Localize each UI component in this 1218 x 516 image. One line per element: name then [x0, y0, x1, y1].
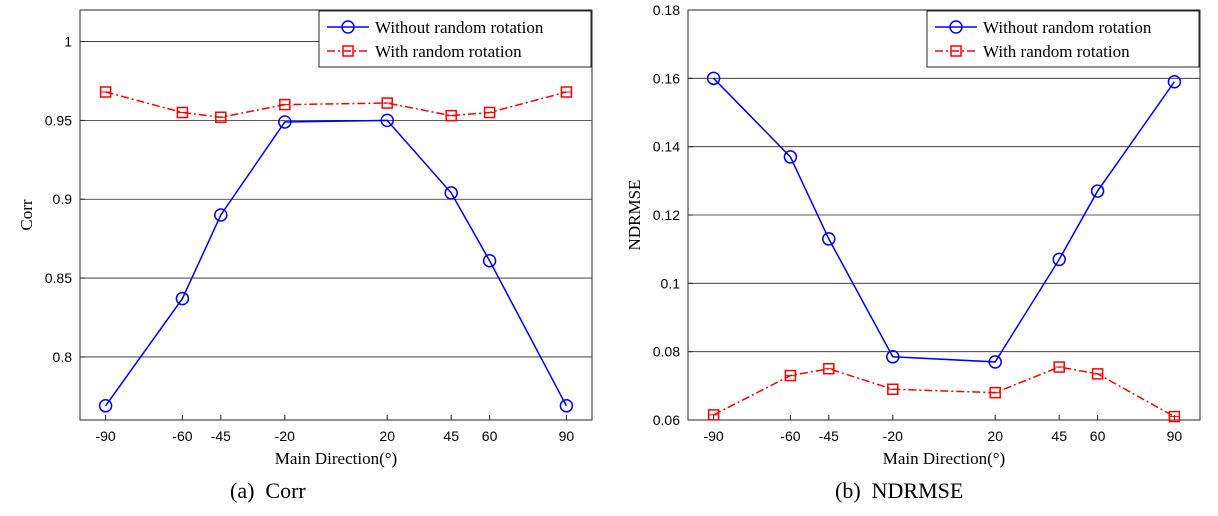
- y-tick-label: 0.16: [653, 70, 680, 86]
- x-tick-label: -60: [780, 428, 800, 444]
- legend-marker-circle: [341, 20, 355, 34]
- y-axis-label: NDRMSE: [625, 180, 644, 251]
- series-line-1: [105, 91, 567, 118]
- x-tick-label: 90: [559, 428, 575, 444]
- y-tick-label: 0.1: [661, 275, 681, 291]
- y-tick-label: 1: [64, 34, 72, 50]
- legend-label: With random rotation: [983, 42, 1130, 61]
- data-point-circle: [175, 291, 190, 306]
- x-axis-label: Main Direction(°): [883, 449, 1005, 468]
- x-axis-label: Main Direction(°): [275, 449, 397, 468]
- x-tick-label: -60: [172, 428, 192, 444]
- legend-box: [318, 10, 592, 68]
- x-tick-label: 90: [1167, 428, 1183, 444]
- y-tick-label: 0.9: [53, 191, 73, 207]
- chart-panel-b: 0.06 0.08 0.1 0.12 0.14 0.16 0.18 -90 -60 -45 -20 2…: [625, 2, 1201, 468]
- data-point-circle: [278, 115, 292, 129]
- data-point-circle: [706, 71, 721, 86]
- y-tick-label: 0.8: [53, 349, 73, 365]
- data-point-circle: [214, 208, 228, 222]
- data-point-circle: [1052, 252, 1066, 267]
- data-point-circle: [559, 399, 574, 413]
- caption-b: (b) NDRMSE: [835, 478, 964, 503]
- legend-marker-circle: [949, 20, 963, 34]
- y-tick-label: 0.06: [653, 412, 680, 428]
- caption-a: (a) Corr: [230, 478, 306, 503]
- series-line-0: [104, 119, 568, 407]
- y-tick-label: 0.14: [653, 139, 680, 155]
- x-tick-label: -90: [95, 428, 115, 444]
- data-point-circle: [482, 253, 497, 268]
- y-tick-label: 0.18: [653, 2, 680, 18]
- data-point-circle: [1090, 184, 1105, 198]
- y-tick-label: 0.08: [653, 344, 680, 360]
- x-tick-label: -90: [703, 428, 723, 444]
- data-point-circle: [1167, 75, 1182, 89]
- legend-label: Without random rotation: [375, 18, 544, 37]
- data-point-circle: [444, 186, 458, 200]
- data-point-circle: [988, 355, 1002, 369]
- figure-canvas: 0.8 0.85 0.9 0.95 1 -90 -60 -45 -20 20 45 60 90 Main …: [17, 2, 1201, 468]
- legend-label: Without random rotation: [983, 18, 1152, 37]
- y-tick-label: 0.12: [653, 207, 680, 223]
- x-tick-label: -45: [819, 428, 839, 444]
- x-tick-label: 60: [482, 428, 498, 444]
- legend-marker-square: [342, 45, 354, 57]
- data-point-circle: [822, 232, 836, 246]
- legend-marker-square: [950, 45, 962, 57]
- chart-panel-a: 0.8 0.85 0.9 0.95 1 -90 -60 -45 -20 20 45 60 90 Main …: [17, 9, 593, 468]
- legend-label: With random rotation: [375, 42, 522, 61]
- x-tick-label: -45: [211, 428, 231, 444]
- x-tick-label: 60: [1090, 428, 1106, 444]
- x-tick-label: -20: [883, 428, 903, 444]
- data-point-circle: [783, 150, 798, 164]
- y-tick-label: 0.95: [45, 112, 72, 128]
- data-point-circle: [380, 113, 394, 128]
- y-axis-label: Corr: [17, 199, 36, 231]
- x-tick-label: 20: [987, 428, 1003, 444]
- data-point-circle: [886, 350, 900, 364]
- x-tick-label: -20: [275, 428, 295, 444]
- x-tick-label: 45: [443, 428, 459, 444]
- x-tick-label: 20: [379, 428, 395, 444]
- plot-area: [79, 9, 593, 421]
- legend-box: [926, 10, 1200, 68]
- data-point-circle: [98, 399, 113, 413]
- series-line-1: [713, 366, 1175, 418]
- y-tick-label: 0.85: [45, 270, 72, 286]
- x-tick-label: 45: [1051, 428, 1067, 444]
- series-line-0: [713, 77, 1176, 363]
